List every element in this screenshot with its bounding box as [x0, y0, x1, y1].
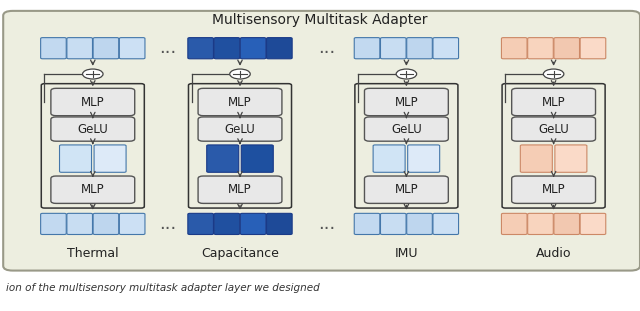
FancyBboxPatch shape [380, 213, 406, 234]
Text: MLP: MLP [228, 95, 252, 109]
Text: Audio: Audio [536, 247, 572, 260]
FancyBboxPatch shape [198, 176, 282, 203]
Text: MLP: MLP [81, 183, 104, 196]
FancyBboxPatch shape [365, 176, 448, 203]
Text: MLP: MLP [395, 95, 418, 109]
Text: Multisensory Multitask Adapter: Multisensory Multitask Adapter [212, 13, 428, 27]
FancyBboxPatch shape [241, 145, 273, 172]
FancyBboxPatch shape [502, 213, 527, 234]
FancyBboxPatch shape [512, 117, 595, 141]
FancyBboxPatch shape [214, 38, 239, 59]
Text: MLP: MLP [395, 183, 418, 196]
Text: GeLU: GeLU [391, 123, 422, 136]
Text: ...: ... [318, 215, 335, 233]
FancyBboxPatch shape [512, 176, 595, 203]
FancyBboxPatch shape [93, 213, 119, 234]
FancyBboxPatch shape [40, 38, 66, 59]
Text: MLP: MLP [81, 95, 104, 109]
FancyBboxPatch shape [433, 38, 458, 59]
Circle shape [396, 69, 417, 79]
FancyBboxPatch shape [241, 213, 266, 234]
FancyBboxPatch shape [580, 213, 605, 234]
FancyBboxPatch shape [241, 38, 266, 59]
FancyBboxPatch shape [365, 117, 448, 141]
FancyBboxPatch shape [60, 145, 92, 172]
FancyBboxPatch shape [119, 38, 145, 59]
FancyBboxPatch shape [407, 213, 433, 234]
FancyBboxPatch shape [365, 88, 448, 116]
Text: MLP: MLP [542, 183, 565, 196]
Text: MLP: MLP [228, 183, 252, 196]
FancyBboxPatch shape [267, 213, 292, 234]
Circle shape [83, 69, 103, 79]
FancyBboxPatch shape [198, 88, 282, 116]
FancyBboxPatch shape [554, 213, 580, 234]
Text: ...: ... [159, 39, 176, 57]
FancyBboxPatch shape [188, 213, 213, 234]
Text: IMU: IMU [395, 247, 418, 260]
FancyBboxPatch shape [198, 117, 282, 141]
FancyBboxPatch shape [94, 145, 126, 172]
Text: GeLU: GeLU [538, 123, 569, 136]
FancyBboxPatch shape [502, 38, 527, 59]
FancyBboxPatch shape [51, 176, 135, 203]
FancyBboxPatch shape [188, 84, 292, 208]
FancyBboxPatch shape [407, 38, 433, 59]
FancyBboxPatch shape [433, 213, 458, 234]
FancyBboxPatch shape [355, 84, 458, 208]
Circle shape [543, 69, 564, 79]
FancyBboxPatch shape [555, 145, 587, 172]
Text: ...: ... [318, 39, 335, 57]
FancyBboxPatch shape [51, 88, 135, 116]
FancyBboxPatch shape [380, 38, 406, 59]
FancyBboxPatch shape [41, 84, 145, 208]
Text: MLP: MLP [542, 95, 565, 109]
FancyBboxPatch shape [528, 213, 553, 234]
FancyBboxPatch shape [528, 38, 553, 59]
Text: ion of the multisensory multitask adapter layer we designed: ion of the multisensory multitask adapte… [6, 283, 320, 293]
FancyBboxPatch shape [67, 213, 92, 234]
Text: Thermal: Thermal [67, 247, 118, 260]
FancyBboxPatch shape [355, 38, 380, 59]
Circle shape [230, 69, 250, 79]
FancyBboxPatch shape [520, 145, 552, 172]
FancyBboxPatch shape [3, 11, 640, 271]
FancyBboxPatch shape [512, 88, 595, 116]
FancyBboxPatch shape [51, 117, 135, 141]
FancyBboxPatch shape [67, 38, 92, 59]
FancyBboxPatch shape [93, 38, 119, 59]
Text: ...: ... [159, 215, 176, 233]
FancyBboxPatch shape [40, 213, 66, 234]
FancyBboxPatch shape [214, 213, 239, 234]
FancyBboxPatch shape [267, 38, 292, 59]
FancyBboxPatch shape [502, 84, 605, 208]
Text: GeLU: GeLU [77, 123, 108, 136]
FancyBboxPatch shape [373, 145, 405, 172]
FancyBboxPatch shape [580, 38, 605, 59]
Text: GeLU: GeLU [225, 123, 255, 136]
FancyBboxPatch shape [554, 38, 580, 59]
FancyBboxPatch shape [188, 38, 213, 59]
FancyBboxPatch shape [408, 145, 440, 172]
FancyBboxPatch shape [207, 145, 239, 172]
Text: Capacitance: Capacitance [201, 247, 279, 260]
FancyBboxPatch shape [119, 213, 145, 234]
FancyBboxPatch shape [355, 213, 380, 234]
